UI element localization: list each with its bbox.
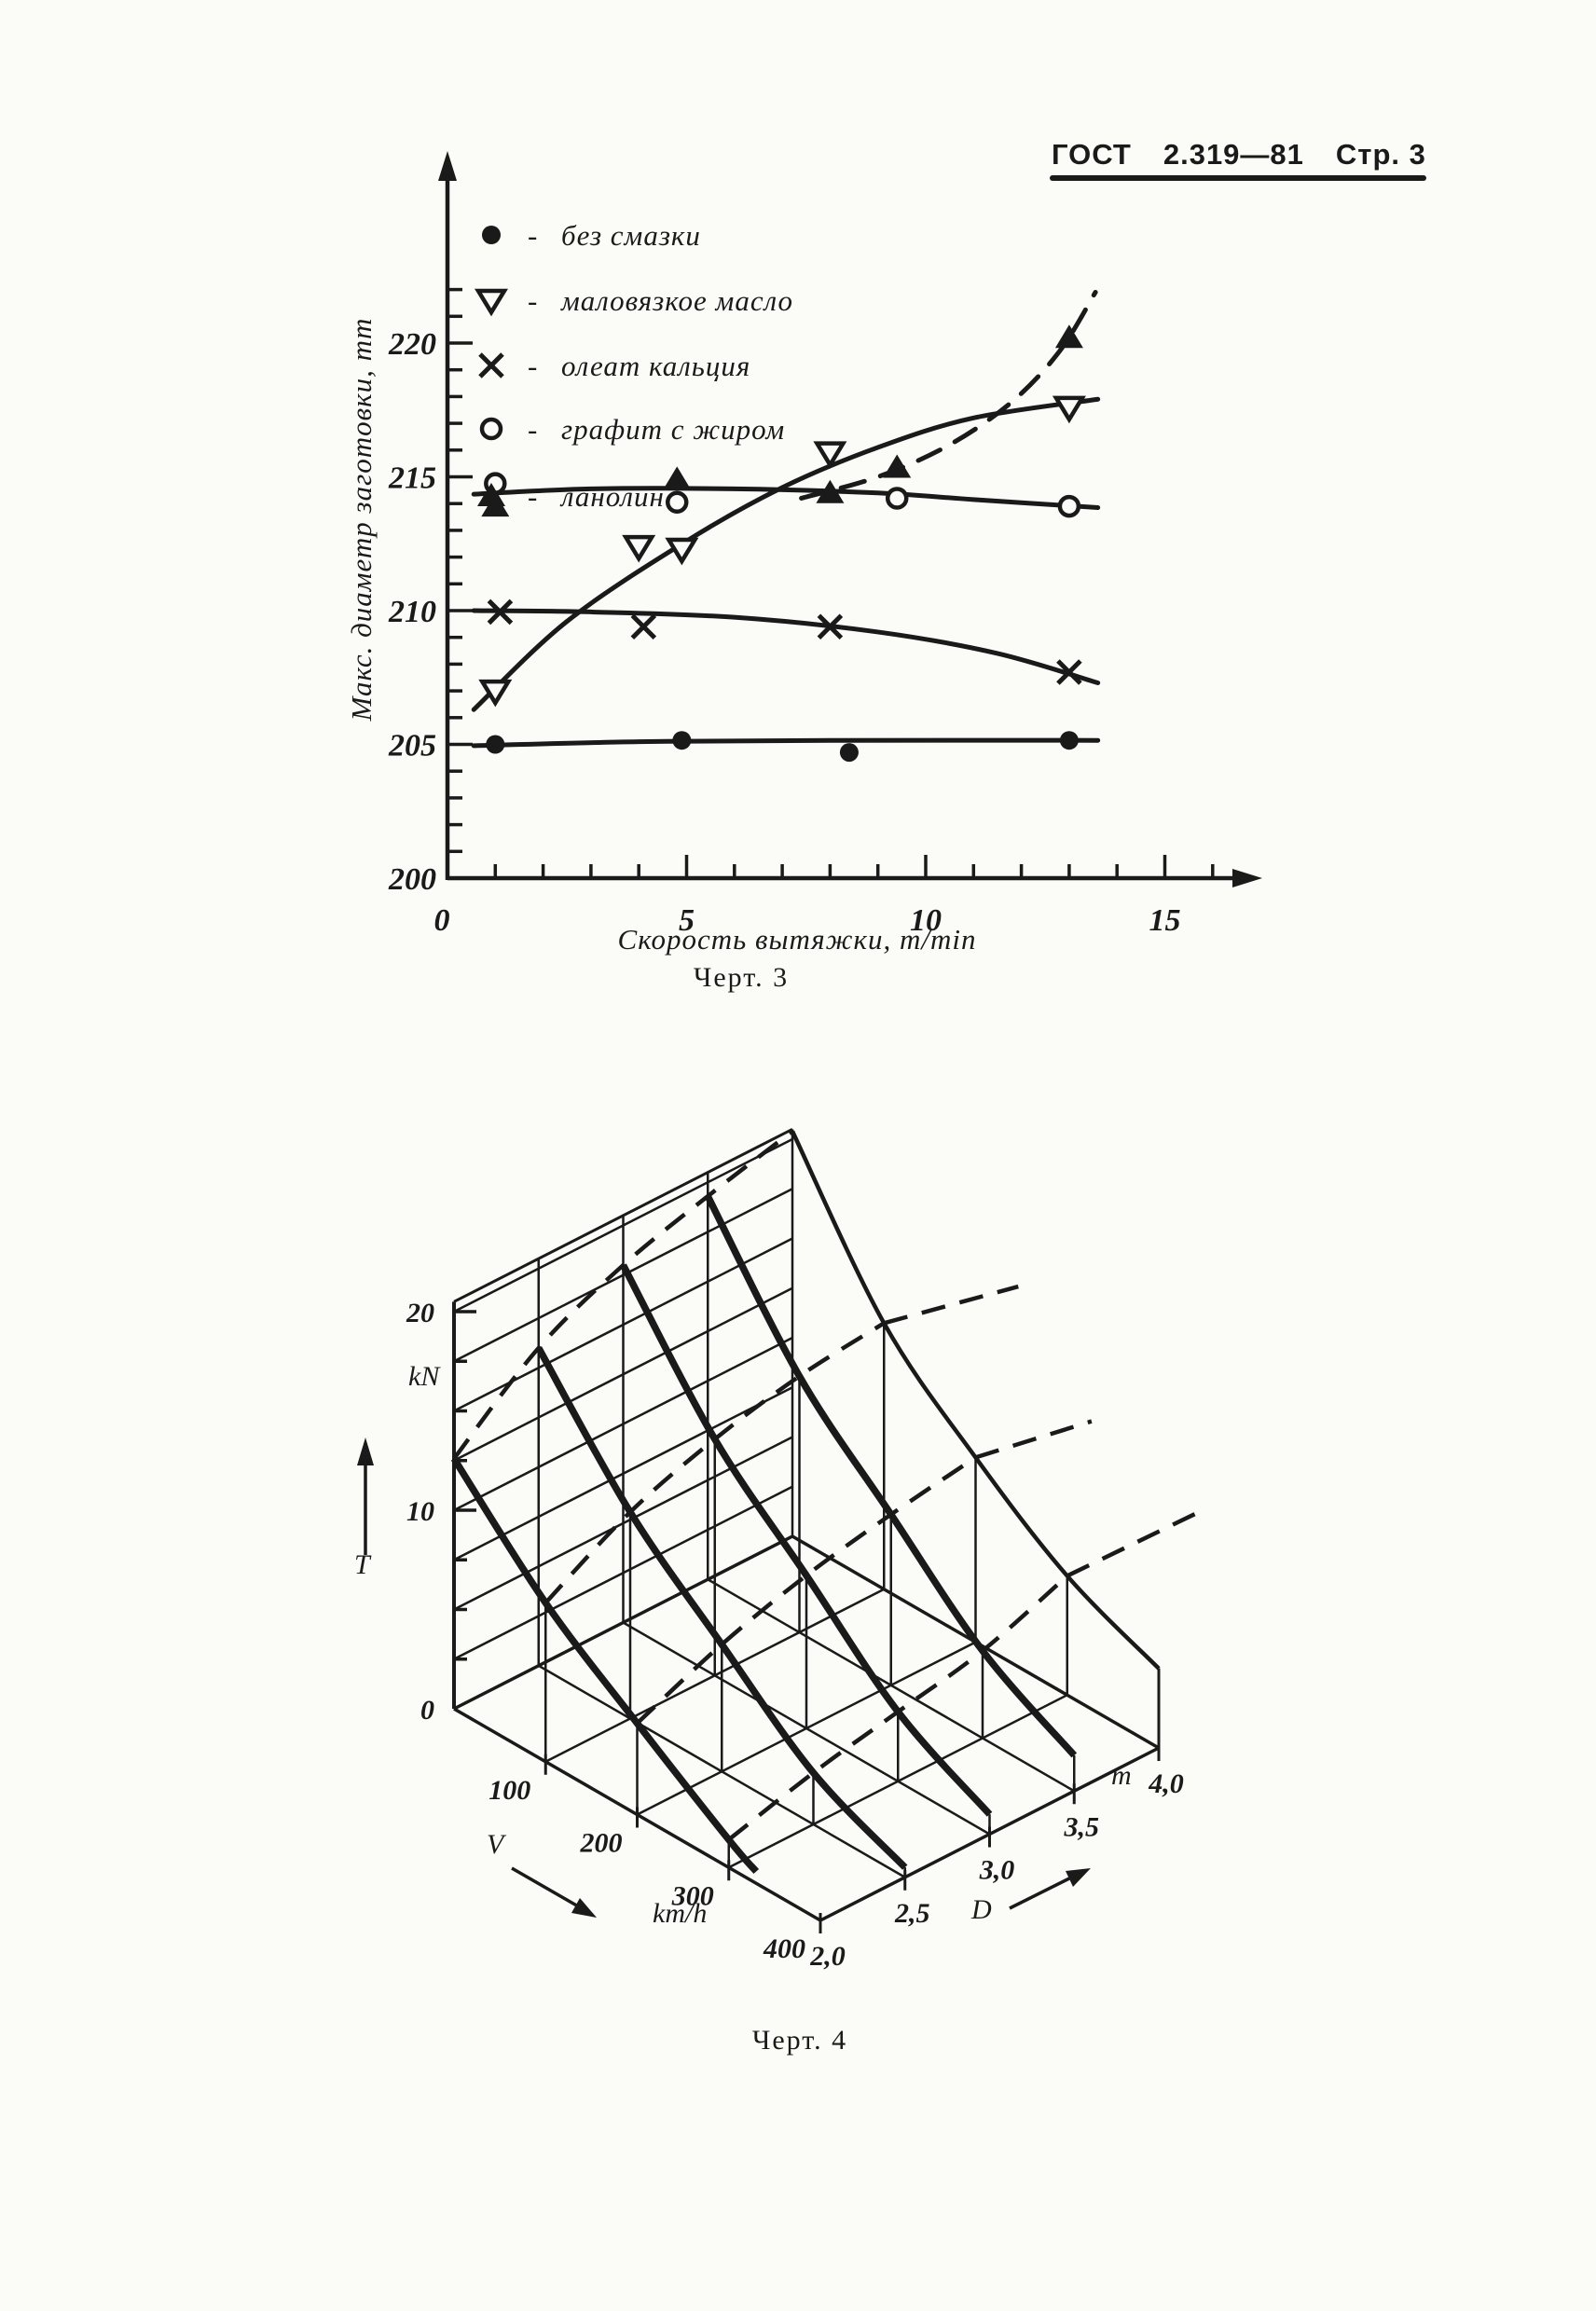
header-rule xyxy=(1050,175,1426,181)
tick-label: маловязкое масло xyxy=(560,284,793,317)
doc-title: ГОСТ xyxy=(1052,138,1132,171)
tick-label: 400 xyxy=(763,1933,805,1964)
chart4-surface-curves xyxy=(450,1130,1161,1874)
chart4-v-axis-label: V xyxy=(487,1829,504,1860)
chart4-m-unit-label: m xyxy=(1111,1760,1132,1791)
chart4-caption: Черт. 4 xyxy=(751,2025,848,2056)
tick-label: без смазки xyxy=(561,219,701,252)
tick-label: - xyxy=(528,219,538,252)
chart3-axes: 200 205 210 215 220 0 5 10 15 xyxy=(388,151,1262,938)
tick-label: 2,5 xyxy=(894,1898,930,1929)
tick-label: 4,0 xyxy=(1148,1768,1184,1799)
page-number: Стр. 3 xyxy=(1335,138,1426,171)
chart3-y-axis-title: Макс. диаметр заготовки, mm xyxy=(345,317,378,722)
chart4-dashed-sections xyxy=(452,1129,1198,1842)
tick-label: 205 xyxy=(388,729,436,763)
tick-label: 200 xyxy=(580,1828,623,1859)
chart3-caption: Черт. 3 xyxy=(693,962,790,993)
tick-label: олеат кальция xyxy=(561,350,750,382)
tick-label: - xyxy=(528,284,538,317)
chart4-d-axis-label: D xyxy=(971,1894,992,1925)
tick-label: - xyxy=(528,413,538,446)
doc-number: 2.319—81 xyxy=(1163,138,1304,171)
chart4-3d-wireframe: 0 10 20 100 200 300 400 2,0 2,5 3,0 3,5 4,0 xyxy=(357,1128,1198,1972)
chart4-t-axis-label: T xyxy=(354,1549,370,1580)
series-3 xyxy=(471,598,1101,685)
tick-label: графит с жиром xyxy=(561,413,785,446)
series-1 xyxy=(471,731,1101,763)
tick-label: 2,0 xyxy=(809,1941,846,1972)
tick-label: 3,5 xyxy=(1064,1811,1100,1842)
legend-item-5: - ланолин xyxy=(477,480,665,513)
tick-label: 200 xyxy=(388,862,436,897)
tick-label: 215 xyxy=(388,461,436,496)
chart4-back-wall-grid xyxy=(452,1128,794,1709)
tick-label: 210 xyxy=(388,595,436,629)
chart4-axes: 0 10 20 100 200 300 400 2,0 2,5 3,0 3,5 4,0 xyxy=(357,1298,1184,1972)
chart4-kmh-unit-label: km/h xyxy=(653,1898,708,1929)
tick-label: 0 xyxy=(420,1695,434,1726)
tick-label: 100 xyxy=(488,1775,530,1806)
tick-label: 15 xyxy=(1149,903,1181,938)
tick-label: 0 xyxy=(434,903,450,938)
tick-label: - xyxy=(528,350,538,382)
legend-item-3: - олеат кальция xyxy=(478,350,750,382)
tick-label: 20 xyxy=(406,1298,434,1328)
chart4-kn-unit-label: kN xyxy=(408,1361,440,1392)
chart3-x-axis-title: Скорость вытяжки, m/min xyxy=(617,923,977,956)
page-header: ГОСТ 2.319—81 Стр. 3 xyxy=(1052,138,1426,172)
tick-label: 10 xyxy=(910,903,942,938)
legend-item-1: - без смазки xyxy=(482,219,701,252)
tick-label: 3,0 xyxy=(979,1855,1015,1886)
tick-label: 220 xyxy=(388,327,436,362)
tick-label: - xyxy=(528,480,538,513)
tick-label: 300 xyxy=(671,1880,714,1911)
legend-item-2: - маловязкое масло xyxy=(474,284,793,317)
tick-label: 5 xyxy=(679,903,695,938)
tick-label: 10 xyxy=(406,1496,434,1527)
chart3-legend: - без смазки-маловязкое масло-олеат кальц… xyxy=(474,219,793,513)
legend-item-4: - графит с жиром xyxy=(479,413,785,446)
tick-label: ланолин xyxy=(559,480,665,513)
